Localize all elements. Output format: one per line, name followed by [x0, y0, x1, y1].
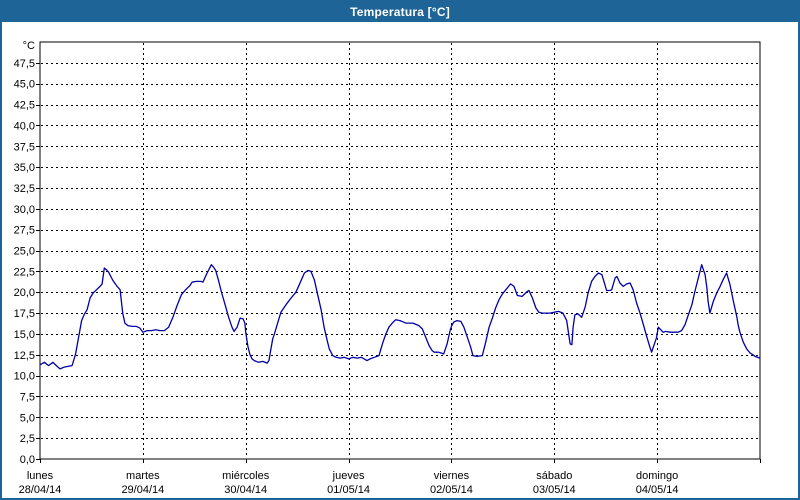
x-axis-date-label: 02/05/14 — [430, 484, 473, 496]
x-axis-day-label: martes — [126, 470, 160, 482]
y-axis-tick-label: 42,5 — [14, 100, 35, 112]
chart-title-bar: Temperatura [°C] — [2, 2, 798, 22]
x-axis-day-label: lunes — [27, 470, 54, 482]
x-axis-day-label: viernes — [434, 470, 470, 482]
y-axis-tick-label: 45,0 — [14, 79, 35, 91]
y-axis-tick-label: 2,5 — [20, 433, 35, 445]
x-axis-day-label: domingo — [636, 470, 678, 482]
y-axis-tick-label: 15,0 — [14, 329, 35, 341]
y-axis-tick-label: 35,0 — [14, 162, 35, 174]
y-axis-tick-label: 22,5 — [14, 266, 35, 278]
x-axis-day-label: jueves — [332, 470, 365, 482]
chart-area: 0,0 2,5 5,0 7,5 10,0 12,5 15,0 17,5 20,0 22,5 25,0… — [2, 22, 798, 498]
temperature-line — [39, 264, 761, 370]
x-axis-day-label: sábado — [536, 470, 572, 482]
y-axis-tick-label: 12,5 — [14, 350, 35, 362]
x-axis-date-label: 29/04/14 — [121, 484, 164, 496]
y-axis-tick-label: 25,0 — [14, 246, 35, 258]
y-axis-unit-label: °C — [23, 40, 35, 52]
y-axis-tick-label: 47,5 — [14, 58, 35, 70]
y-axis-tick-label: 40,0 — [14, 120, 35, 132]
y-axis-tick-label: 7,5 — [20, 391, 35, 403]
y-axis-tick-label: 37,5 — [14, 141, 35, 153]
y-axis-tick-label: 30,0 — [14, 204, 35, 216]
plot-frame — [39, 41, 761, 460]
temperature-chart: 0,0 2,5 5,0 7,5 10,0 12,5 15,0 17,5 20,0 22,5 25,0… — [14, 40, 761, 496]
x-axis-date-label: 04/05/14 — [636, 484, 679, 496]
y-axis-tick-label: 17,5 — [14, 308, 35, 320]
x-axis-date-label: 28/04/14 — [19, 484, 62, 496]
x-axis-date-label: 01/05/14 — [327, 484, 370, 496]
y-axis-tick-label: 20,0 — [14, 287, 35, 299]
y-axis-tick-label: 10,0 — [14, 371, 35, 383]
chart-title: Temperatura [°C] — [350, 5, 450, 19]
y-axis-tick-label: 27,5 — [14, 225, 35, 237]
x-axis-date-label: 03/05/14 — [533, 484, 576, 496]
x-axis-date-label: 30/04/14 — [224, 484, 267, 496]
y-axis-tick-label: 5,0 — [20, 412, 35, 424]
y-axis-tick-label: 0,0 — [20, 454, 35, 466]
y-axis-tick-label: 32,5 — [14, 183, 35, 195]
x-axis-day-label: miércoles — [222, 470, 270, 482]
